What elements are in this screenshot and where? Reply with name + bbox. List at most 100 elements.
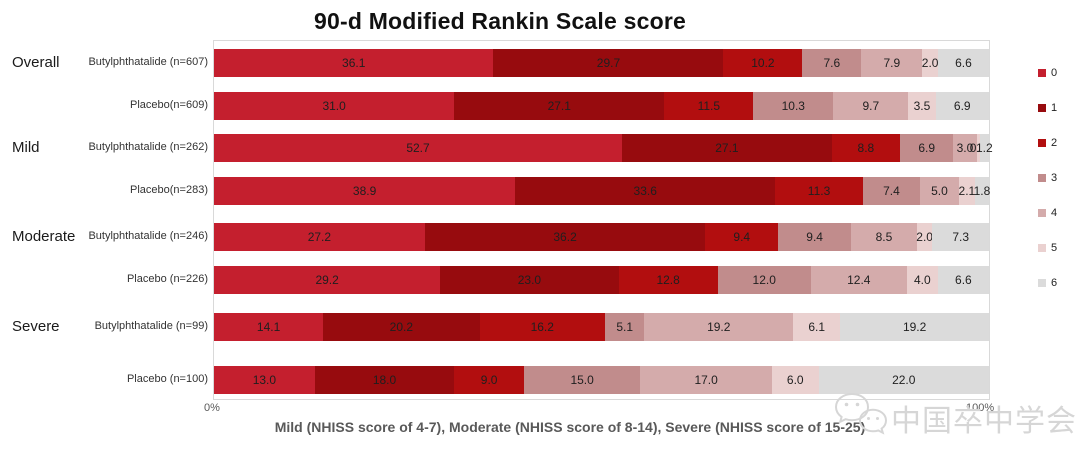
value-label: 8.8 [857, 141, 875, 155]
bar-segment-mrs-0: 36.1 [214, 49, 494, 77]
value-label: 10.2 [751, 56, 775, 70]
value-label: 29.7 [596, 56, 621, 70]
bar-segment-mrs-0: 13.0 [214, 366, 315, 394]
bar-row: 13.0 18.0 9.0 15.0 17.0 6.0 22.0 [214, 366, 989, 394]
value-label: 17.0 [694, 373, 718, 387]
legend-label: 3 [1051, 171, 1058, 184]
bar-segment-mrs-0: 31.0 [214, 92, 455, 120]
value-label: 19.2 [707, 320, 731, 334]
row-label: Butylphthatalide (n=607) [88, 56, 208, 68]
bar-segment-mrs-4: 9.7 [833, 92, 909, 120]
legend-item-5: 5 [1038, 230, 1080, 265]
legend-item-3: 3 [1038, 160, 1080, 195]
value-label: 9.4 [806, 230, 823, 244]
severity-definitions-caption: Mild (NHISS score of 4-7), Moderate (NHI… [274, 419, 866, 435]
row-label: Placebo(n=609) [130, 99, 208, 111]
watermark-text: 中国卒中学会 [891, 404, 1077, 438]
bar-segment-mrs-4: 8.5 [851, 223, 917, 251]
bar-segment-mrs-3: 6.9 [899, 134, 954, 162]
bar-segment-mrs-1: 27.1 [454, 92, 665, 120]
bar-segment-mrs-6: 1.2 [976, 134, 993, 162]
bar-segment-mrs-6: 6.6 [937, 266, 989, 294]
value-label: 9.7 [862, 99, 880, 113]
bar-segment-mrs-2: 11.5 [664, 92, 754, 120]
bar-segment-mrs-2: 10.2 [723, 49, 803, 77]
value-label: 36.1 [342, 56, 366, 70]
value-label: 4.0 [913, 273, 931, 287]
bar-segment-mrs-1: 23.0 [440, 266, 619, 294]
bar-segment-mrs-4: 12.4 [810, 266, 907, 294]
bar-segment-mrs-4: 17.0 [640, 366, 772, 394]
chart-title: 90-d Modified Rankin Scale score [314, 8, 686, 34]
value-label: 1.2 [975, 141, 993, 155]
bar-segment-mrs-3: 10.3 [753, 92, 834, 120]
value-label: 22.0 [892, 373, 916, 387]
bar-segment-mrs-5: 2.0 [922, 49, 938, 77]
value-label: 7.4 [883, 184, 900, 198]
bar-segment-mrs-2: 12.8 [618, 266, 718, 294]
value-label: 15.0 [570, 373, 594, 387]
value-label: 29.2 [315, 273, 339, 287]
row-label: Placebo(n=283) [130, 184, 208, 196]
value-label: 13.0 [252, 373, 277, 387]
bar-segment-mrs-3: 15.0 [524, 366, 641, 394]
bar-segment-mrs-5: 6.1 [793, 313, 841, 341]
bar-segment-mrs-2: 9.4 [705, 223, 779, 251]
legend-swatch-icon [1038, 103, 1046, 112]
bar-segment-mrs-1: 36.2 [424, 223, 706, 251]
value-label: 18.0 [372, 373, 397, 387]
bar-segment-mrs-1: 29.7 [493, 49, 724, 77]
bar-segment-mrs-0: 27.2 [214, 223, 425, 251]
bar-segment-mrs-4: 5.0 [920, 177, 959, 205]
legend-item-1: 1 [1038, 90, 1080, 125]
value-label: 27.2 [307, 230, 332, 244]
legend-swatch-icon [1038, 68, 1046, 77]
bar-segment-mrs-5: 2.0 [916, 223, 933, 251]
bar-segment-mrs-6: 22.0 [818, 366, 989, 394]
value-label: 6.6 [955, 56, 972, 70]
legend-label: 0 [1051, 66, 1058, 79]
legend-swatch-icon [1038, 173, 1046, 182]
value-label: 5.0 [931, 184, 948, 198]
bar-segment-mrs-3: 5.1 [604, 313, 645, 341]
value-label: 6.9 [953, 99, 971, 113]
bar-row: 27.2 36.2 9.4 9.4 8.5 2.0 7.3 [214, 223, 989, 251]
bar-segment-mrs-4: 19.2 [644, 313, 794, 341]
value-label: 7.6 [823, 56, 841, 70]
legend-swatch-icon [1038, 208, 1046, 217]
value-label: 12.0 [752, 273, 776, 287]
bar-segment-mrs-5: 6.0 [772, 366, 819, 394]
x-axis-tick-100: 100% [966, 402, 995, 414]
legend-item-6: 6 [1038, 265, 1080, 300]
value-label: 6.1 [808, 320, 826, 334]
legend-label: 4 [1051, 206, 1058, 219]
row-label: Butylphthatalide (n=246) [88, 230, 208, 242]
legend-label: 1 [1051, 101, 1058, 114]
bar-segment-mrs-6: 6.6 [937, 49, 989, 77]
plot-area: 36.1 29.7 10.2 7.6 7.9 2.0 6.6 31.0 27.1 11.5 10.3… [213, 40, 993, 400]
bar-segment-mrs-0: 52.7 [214, 134, 623, 162]
bar-segment-mrs-1: 33.6 [515, 177, 776, 205]
value-label: 9.4 [733, 230, 751, 244]
bar-segment-mrs-3: 9.4 [778, 223, 852, 251]
value-label: 7.9 [883, 56, 901, 70]
row-label: Placebo (n=100) [126, 373, 208, 385]
value-label: 2.1 [958, 184, 976, 198]
value-label: 3.0 [956, 141, 974, 155]
legend-item-0: 0 [1038, 55, 1080, 90]
legend-swatch-icon [1038, 138, 1046, 147]
legend-item-4: 4 [1038, 195, 1080, 230]
value-label: 23.0 [517, 273, 542, 287]
legend-label: 2 [1051, 136, 1058, 149]
legend: 0 1 2 3 4 5 6 [1038, 55, 1080, 300]
legend-item-2: 2 [1038, 125, 1080, 160]
value-label: 31.0 [322, 99, 346, 113]
value-label: 1.8 [973, 184, 991, 198]
value-label: 7.3 [952, 230, 970, 244]
value-label: 38.9 [352, 184, 377, 198]
value-label: 33.6 [633, 184, 657, 198]
bar-row: 14.1 20.2 16.2 5.1 19.2 6.1 19.2 [214, 313, 989, 341]
bar-row: 52.7 27.1 8.8 6.9 3.0 0.4 1.2 [214, 134, 993, 162]
value-label: 6.6 [955, 273, 972, 287]
bar-segment-mrs-5: 2.1 [959, 177, 975, 205]
